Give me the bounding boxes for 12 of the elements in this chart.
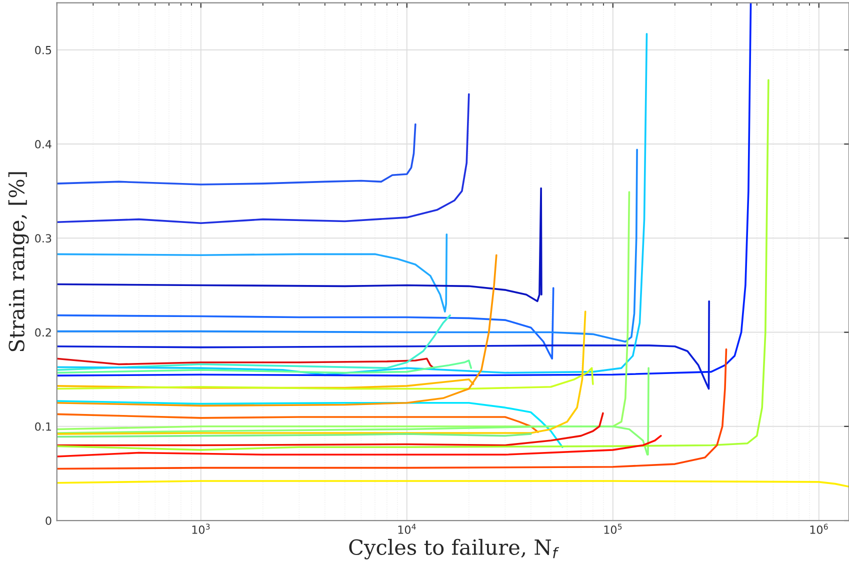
x-axis-title: Cycles to failure, N$_{f}$ <box>349 538 560 560</box>
x-tick-label: 10$^{4}$ <box>398 524 416 534</box>
y-tick-label: 0.2 <box>35 328 51 337</box>
y-axis-title: Strain range, [%] <box>8 172 29 352</box>
y-tick-label: 0.5 <box>35 46 52 54</box>
y-tick-label: 0.3 <box>35 234 52 243</box>
x-tick-label: 10$^{3}$ <box>192 524 210 534</box>
y-tick-label: 0 <box>46 516 52 525</box>
y-tick-label: 0.1 <box>35 422 51 431</box>
x-tick-label: 10$^{6}$ <box>810 524 828 534</box>
x-tick-label: 10$^{5}$ <box>604 524 622 534</box>
y-tick-label: 0.4 <box>35 140 52 148</box>
